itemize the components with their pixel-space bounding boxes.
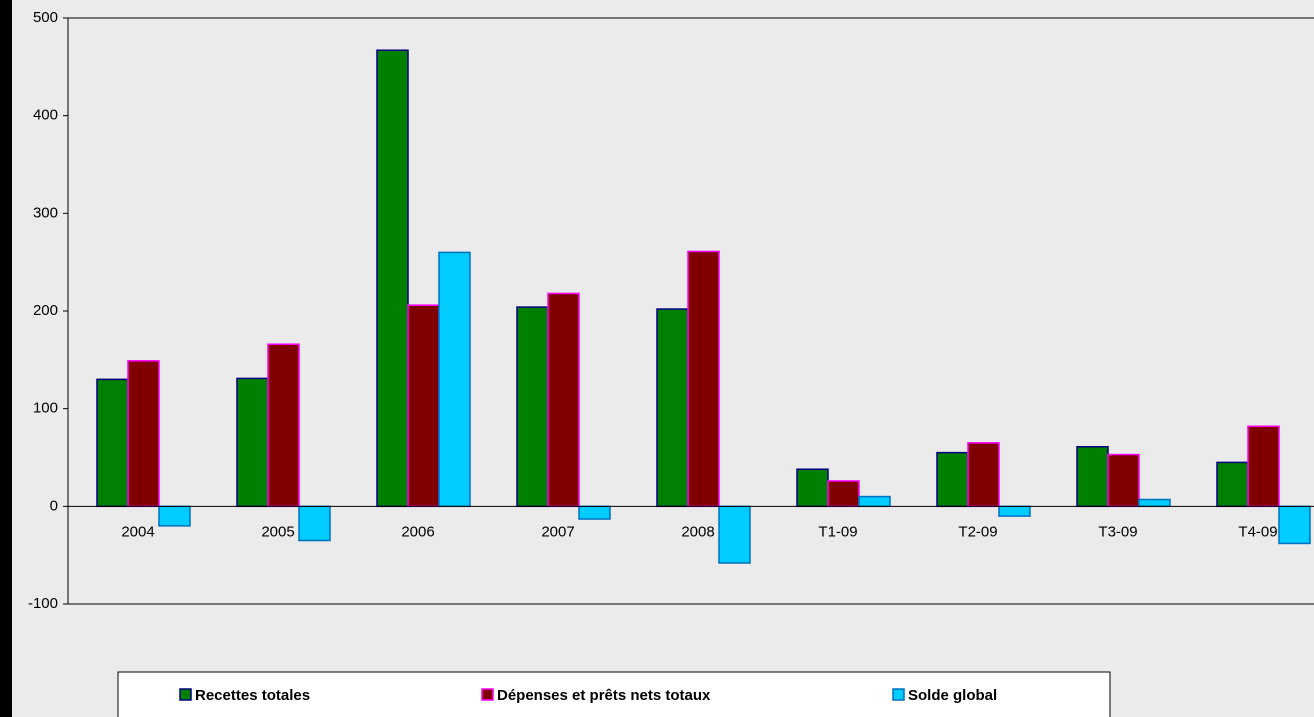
bar: [998, 505, 1031, 517]
left-strip: [0, 0, 12, 717]
x-tick-label: T2-09: [958, 523, 997, 540]
bar: [687, 250, 720, 508]
legend: Recettes totales Dépenses et prêts nets t…: [117, 671, 1111, 717]
y-tick-label: 0: [50, 497, 58, 514]
legend-box: [117, 671, 1111, 717]
bar: [827, 480, 860, 508]
bar: [267, 343, 300, 508]
bar: [516, 306, 549, 508]
bar: [796, 468, 829, 508]
y-tick-label: 100: [33, 400, 58, 417]
bar: [1278, 505, 1311, 545]
bar: [718, 505, 751, 564]
bar: [1247, 425, 1280, 508]
bar: [967, 442, 1000, 508]
bar: [858, 495, 891, 508]
legend-label: Solde global: [908, 687, 997, 704]
bar: [547, 292, 580, 508]
bar: [656, 308, 689, 508]
x-tick-label: 2005: [261, 523, 294, 540]
bar: [376, 49, 409, 508]
legend-swatch: [179, 688, 192, 701]
bar: [158, 505, 191, 527]
legend-label: Recettes totales: [195, 687, 310, 704]
bar: [438, 251, 471, 508]
legend-label: Dépenses et prêts nets totaux: [497, 687, 711, 704]
legend-swatch: [892, 688, 905, 701]
bar: [1138, 498, 1171, 508]
bar: [407, 304, 440, 508]
x-tick-label: T3-09: [1098, 523, 1137, 540]
y-tick-label: -100: [28, 595, 58, 612]
bar: [1076, 446, 1109, 508]
y-tick-label: 200: [33, 302, 58, 319]
y-tick-label: 400: [33, 107, 58, 124]
x-tick-label: 2008: [681, 523, 714, 540]
y-tick-label: 300: [33, 204, 58, 221]
x-tick-label: T1-09: [818, 523, 857, 540]
legend-swatch: [481, 688, 494, 701]
x-tick-label: 2007: [541, 523, 574, 540]
bar: [298, 505, 331, 542]
x-tick-label: 2004: [121, 523, 154, 540]
bar: [127, 360, 160, 508]
bar: [1216, 461, 1249, 508]
bar: [936, 451, 969, 508]
y-tick-label: 500: [33, 9, 58, 26]
bar: [236, 377, 269, 508]
bar: [578, 505, 611, 520]
x-tick-label: T4-09: [1238, 523, 1277, 540]
bar: [96, 378, 129, 508]
bar: [1107, 453, 1140, 508]
x-tick-label: 2006: [401, 523, 434, 540]
